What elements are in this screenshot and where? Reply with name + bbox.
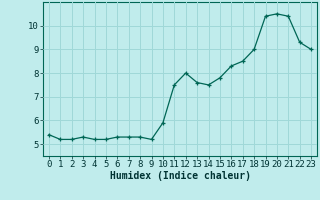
X-axis label: Humidex (Indice chaleur): Humidex (Indice chaleur) — [109, 171, 251, 181]
